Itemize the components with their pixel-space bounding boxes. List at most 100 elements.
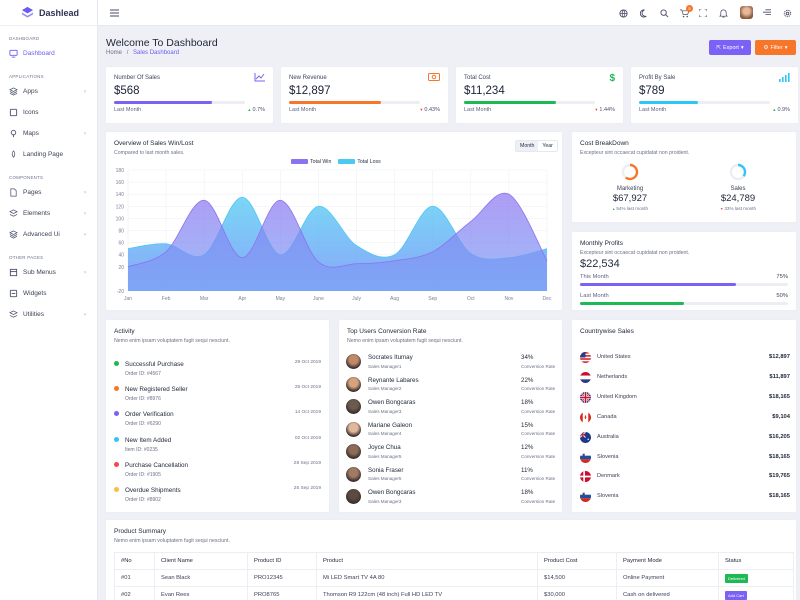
breadcrumb-home[interactable]: Home xyxy=(106,50,123,56)
sidebar-item-dashboard[interactable]: Dashboard xyxy=(0,43,97,64)
user-row[interactable]: Mariane Galeon Sales Manager4 15% Conversio… xyxy=(346,421,556,441)
activity-item[interactable]: Successful Purchase Order ID: #4567 29 Oct… xyxy=(114,360,321,382)
money-icon xyxy=(428,73,440,84)
cost-change-text: 54% last month xyxy=(616,206,649,211)
cell-mode: Cash on delivered xyxy=(616,586,719,600)
sidebar-section-title: Other Pages xyxy=(9,255,44,260)
table-row[interactable]: #01 Sean Black PRO12345 Mi LED Smart TV 4A … xyxy=(114,569,794,587)
search-icon[interactable] xyxy=(659,8,669,18)
column-header[interactable]: Payment Mode xyxy=(616,552,719,570)
user-avatar[interactable] xyxy=(740,6,753,19)
breadcrumb: Home / Sales Dashboard xyxy=(106,50,180,56)
country-value: $9,104 xyxy=(772,413,790,420)
profit-row-pct: 50% xyxy=(776,293,788,299)
column-header[interactable]: Product Cost xyxy=(537,552,617,570)
sidebar-item-utilities[interactable]: Utilities › xyxy=(0,304,97,325)
country-row[interactable]: Denmark $19,765 xyxy=(580,470,790,484)
sidebar-item-label: Landing Page xyxy=(23,151,64,158)
column-header[interactable]: #No xyxy=(114,552,155,570)
cost-card: Cost BreakDown Excepteur sint occaecat c… xyxy=(572,132,796,222)
sidebar-item-sub-menus[interactable]: Sub Menus › xyxy=(0,262,97,283)
user-row[interactable]: Socrates Itumay Sales Manager1 34% Conversi… xyxy=(346,353,556,373)
monitor-icon xyxy=(9,49,18,58)
country-name: Australia xyxy=(597,433,619,440)
country-row[interactable]: United Kingdom $18,165 xyxy=(580,391,790,405)
table-row[interactable]: #02 Evan Rees PRO8765 Thomson R9 122cm (48 … xyxy=(114,586,794,600)
tab-month[interactable]: Month xyxy=(516,141,539,151)
activity-date: 25 Sep 2019 xyxy=(293,486,321,491)
utilities-icon xyxy=(9,310,18,319)
sidebar-item-advanced-ui[interactable]: Advanced Ui › xyxy=(0,224,97,245)
legend-item[interactable]: Total Win xyxy=(291,159,331,165)
profits-title: Monthly Profits xyxy=(580,240,623,247)
widgets-icon xyxy=(9,289,18,298)
sidebar-item-pages[interactable]: Pages › xyxy=(0,182,97,203)
stat-title: Profit By Sale xyxy=(639,75,676,81)
user-row[interactable]: Owen Bongcaras Sales Manager3 18% Conversio… xyxy=(346,398,556,418)
x-tick-label: Nov xyxy=(504,296,513,302)
country-row[interactable]: United States $12,897 xyxy=(580,351,790,365)
moon-icon[interactable] xyxy=(639,8,649,18)
fullscreen-icon[interactable] xyxy=(698,8,708,18)
column-header[interactable]: Product ID xyxy=(247,552,317,570)
x-tick-label: June xyxy=(313,296,324,302)
filter-button[interactable]: ⚙ Filter ▾ xyxy=(755,40,796,55)
user-row[interactable]: Reynante Labares Sales Manager2 22% Convers… xyxy=(346,376,556,396)
activity-item[interactable]: Order Verification Order ID: #6290 14 Oct … xyxy=(114,410,321,432)
align-right-icon[interactable] xyxy=(762,8,772,18)
activity-item[interactable]: New Item Added Item ID: #0235 02 Oct 2019 xyxy=(114,436,321,458)
sidebar-item-label: Advanced Ui xyxy=(23,231,60,238)
export-button[interactable]: ⇱ Export ▾ xyxy=(709,40,751,55)
user-name: Owen Bongcaras xyxy=(368,489,416,496)
cost-value: $67,927 xyxy=(612,193,648,204)
sidebar-item-elements[interactable]: Elements › xyxy=(0,203,97,224)
user-conversion-pct: 15% xyxy=(521,421,534,429)
activity-item[interactable]: Overdue Shipments Order ID: #8902 25 Sep 2… xyxy=(114,486,321,508)
y-tick-label: 180 xyxy=(116,168,125,174)
country-row[interactable]: Australia $16,205 xyxy=(580,431,790,445)
cell-no: #02 xyxy=(114,586,155,600)
country-value: $16,205 xyxy=(769,433,790,440)
legend-item[interactable]: Total Loss xyxy=(338,159,381,165)
profits-value: $22,534 xyxy=(580,258,620,270)
cost-change: ▼ 33% last month xyxy=(698,206,778,211)
bell-icon[interactable] xyxy=(718,8,728,18)
country-row[interactable]: Slovenia $18,165 xyxy=(580,490,790,504)
gear-icon[interactable] xyxy=(782,8,792,18)
user-row[interactable]: Joyce Chua Sales Manager5 12% Conversion Ra… xyxy=(346,443,556,463)
menu-icon[interactable] xyxy=(109,8,119,18)
avatar xyxy=(346,444,361,459)
sidebar-item-landing-page[interactable]: Landing Page xyxy=(0,144,97,165)
activity-item[interactable]: New Registered Seller Order ID: #8976 25 O… xyxy=(114,385,321,407)
user-conversion-label: Conversion Rate xyxy=(521,498,556,504)
cart-icon[interactable]: 5 xyxy=(679,5,693,18)
country-row[interactable]: Canada $9,104 xyxy=(580,411,790,425)
country-row[interactable]: Netherlands $11,897 xyxy=(580,371,790,385)
denmark-flag-icon xyxy=(580,471,591,483)
activity-item[interactable]: Purchase Cancellation Order ID: #1905 28 S… xyxy=(114,461,321,483)
tab-year[interactable]: Year xyxy=(542,143,553,149)
sidebar-item-widgets[interactable]: Widgets xyxy=(0,283,97,304)
column-header[interactable]: Product xyxy=(316,552,538,570)
user-conversion-label: Conversion Rate xyxy=(521,476,556,481)
map-icon xyxy=(9,129,18,138)
user-row[interactable]: Sonia Fraser Sales Manager5 11% Conversion … xyxy=(346,466,556,486)
y-tick-label: 160 xyxy=(116,180,125,186)
sidebar-item-apps[interactable]: Apps › xyxy=(0,81,97,102)
brand[interactable]: Dashlead xyxy=(0,0,97,26)
column-header[interactable]: Status xyxy=(718,552,794,570)
sidebar-menu: Dashboard Dashboard Applications Apps › Icons… xyxy=(0,26,97,325)
chart-legend: Total Win Total Loss xyxy=(291,159,381,165)
user-conversion-label: Conversion Rate xyxy=(521,431,556,436)
globe-icon[interactable] xyxy=(618,8,628,18)
country-value: $11,897 xyxy=(769,373,790,380)
page-title: Welcome To Dashboard xyxy=(106,37,218,49)
activity-date: 28 Sep 2019 xyxy=(293,460,321,466)
layers-icon xyxy=(9,87,18,96)
country-row[interactable]: Slovenia $18,165 xyxy=(580,451,790,465)
sidebar-item-icons[interactable]: Icons xyxy=(0,102,97,123)
stat-progress-fill xyxy=(114,101,213,104)
column-header[interactable]: Client Name xyxy=(154,552,248,570)
user-row[interactable]: Owen Bongcaras Sales Manager3 18% Conversio… xyxy=(346,488,556,508)
sidebar-item-maps[interactable]: Maps › xyxy=(0,123,97,144)
